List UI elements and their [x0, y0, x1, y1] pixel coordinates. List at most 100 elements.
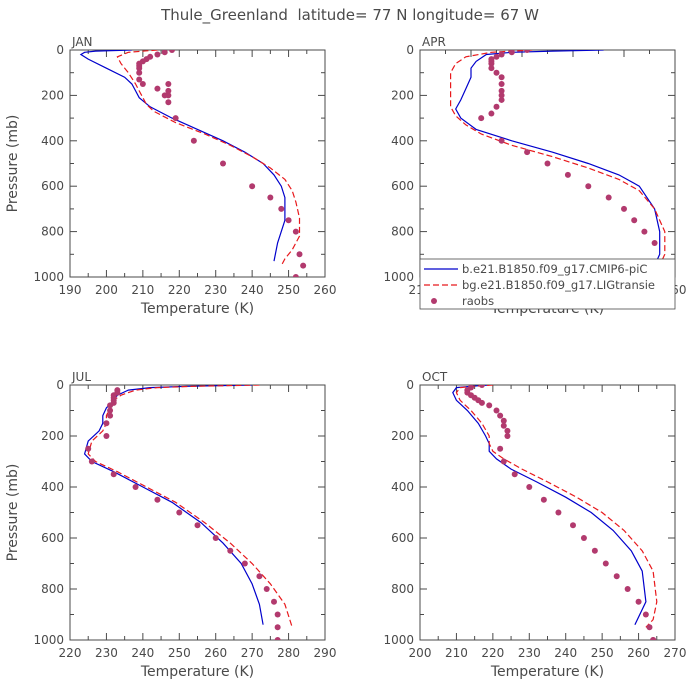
raobs-point: [591, 547, 598, 554]
panel-label: JUL: [71, 370, 91, 384]
raobs-point: [103, 433, 110, 439]
raobs-point: [498, 81, 505, 88]
raobs-point: [488, 65, 495, 72]
x-tick-label: 240: [554, 646, 577, 660]
panel-jul: JUL 220 230 240 250 260 270 280 290 0 200 400 600 800…: [5, 370, 336, 680]
raobs-point: [88, 458, 95, 465]
y-tick-label: 600: [41, 179, 64, 193]
raobs-point: [504, 427, 511, 434]
raobs-point: [500, 458, 507, 465]
y-tick-label: 200: [391, 429, 414, 443]
raobs-point: [165, 99, 172, 106]
raobs-point: [635, 598, 642, 605]
x-tick-label: 290: [314, 646, 337, 660]
series-line-ligtransient: [450, 50, 666, 266]
x-tick-label: 200: [409, 646, 432, 660]
raobs-point: [508, 50, 515, 56]
x-tick-label: 190: [59, 283, 82, 297]
raobs-point: [107, 402, 114, 409]
raobs-point: [504, 433, 511, 439]
panels: JAN 190 200 210 220 230 240 250 260 0 200 400 600 800…: [5, 35, 686, 680]
raobs-point: [132, 484, 139, 490]
series-line-cmip6-picontrol: [83, 385, 264, 625]
raobs-point: [263, 586, 270, 592]
raobs-point: [498, 96, 505, 103]
series-line-cmip6-picontrol: [455, 50, 661, 266]
x-axis-label: Temperature (K): [140, 664, 254, 680]
y-tick-label: 1000: [33, 270, 64, 284]
raobs-point: [526, 484, 533, 490]
raobs-point: [488, 60, 495, 67]
raobs-point: [642, 611, 649, 618]
raobs-point: [154, 496, 161, 503]
y-tick-label: 400: [41, 134, 64, 148]
legend-label: bg.e21.B1850.f09_g17.LIGtransie: [462, 278, 655, 292]
y-tick-label: 1000: [383, 633, 414, 647]
y-tick-label: 0: [56, 378, 64, 392]
raobs-point: [271, 598, 277, 605]
raobs-point: [227, 547, 234, 554]
x-axis-label: Temperature (K): [140, 301, 254, 317]
raobs-point: [478, 385, 485, 388]
plot-frame: [69, 49, 326, 278]
raobs-point: [498, 74, 505, 81]
y-tick-label: 0: [406, 43, 414, 57]
y-axis-label: Pressure (mb): [5, 464, 21, 562]
y-tick-label: 0: [56, 43, 64, 57]
raobs-point: [110, 471, 117, 478]
raobs-point: [267, 194, 274, 201]
x-tick-label: 280: [277, 646, 300, 660]
raobs-point: [107, 412, 114, 419]
raobs-point: [154, 85, 161, 92]
raobs-point: [498, 137, 505, 144]
x-tick-label: 210: [445, 646, 468, 660]
y-tick-label: 1000: [33, 633, 64, 647]
series-line-cmip6-picontrol: [452, 385, 647, 625]
raobs-point: [500, 417, 507, 424]
raobs-point: [631, 217, 638, 224]
raobs-point: [540, 496, 547, 503]
y-tick-label: 400: [391, 480, 414, 494]
raobs-point: [524, 50, 531, 53]
raobs-point: [85, 445, 92, 452]
raobs-point: [165, 87, 172, 94]
x-tick-label: 250: [591, 646, 614, 660]
raobs-point: [602, 560, 609, 567]
legend: b.e21.B1850.f09_g17.CMIP6-piC bg.e21.B185…: [419, 258, 676, 310]
raobs-point: [220, 160, 226, 167]
raobs-point: [621, 205, 627, 212]
y-tick-label: 400: [391, 134, 414, 148]
x-tick-label: 270: [241, 646, 264, 660]
raobs-point: [172, 115, 179, 122]
y-tick-label: 800: [391, 582, 414, 596]
raobs-point: [165, 92, 172, 99]
x-tick-label: 220: [168, 283, 191, 297]
x-tick-label: 200: [95, 283, 118, 297]
x-tick-label: 220: [481, 646, 504, 660]
y-tick-label: 200: [391, 88, 414, 102]
panel-label: OCT: [422, 370, 448, 384]
raobs-point: [570, 522, 576, 529]
raobs-point: [154, 51, 161, 58]
y-tick-label: 200: [41, 429, 64, 443]
raobs-point: [498, 51, 505, 58]
series-group: [452, 385, 658, 640]
raobs-point: [497, 445, 504, 452]
series-line-ligtransient: [87, 385, 293, 628]
raobs-point: [285, 217, 292, 224]
raobs-point: [136, 65, 143, 72]
raobs-point: [488, 110, 495, 117]
raobs-point: [564, 171, 571, 178]
raobs-point: [103, 420, 110, 427]
y-tick-label: 1000: [383, 270, 414, 284]
series-group: [83, 385, 293, 640]
raobs-point: [650, 637, 657, 640]
raobs-point: [580, 535, 587, 541]
raobs-point: [256, 573, 263, 580]
panel-label: JAN: [71, 35, 93, 49]
legend-box: [419, 258, 676, 310]
x-tick-label: 210: [131, 283, 154, 297]
raobs-point: [107, 407, 114, 414]
raobs-point: [500, 422, 507, 429]
